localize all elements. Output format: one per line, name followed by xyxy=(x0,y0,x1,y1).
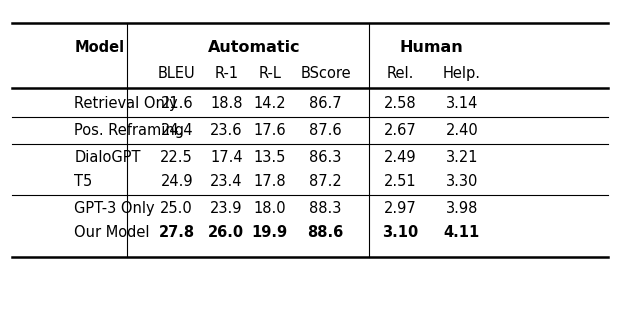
Text: BLEU: BLEU xyxy=(158,66,195,81)
Text: 86.3: 86.3 xyxy=(309,150,342,165)
Text: Our Model: Our Model xyxy=(74,225,150,240)
Text: 2.58: 2.58 xyxy=(384,96,416,111)
Text: 17.4: 17.4 xyxy=(210,150,242,165)
Text: 23.6: 23.6 xyxy=(210,123,242,138)
Text: 3.21: 3.21 xyxy=(446,150,478,165)
Text: 88.3: 88.3 xyxy=(309,201,342,216)
Text: 2.97: 2.97 xyxy=(384,201,416,216)
Text: 24.4: 24.4 xyxy=(161,123,193,138)
Text: 2.67: 2.67 xyxy=(384,123,416,138)
Text: 2.51: 2.51 xyxy=(384,174,416,189)
Text: 4.11: 4.11 xyxy=(444,225,480,240)
Text: 13.5: 13.5 xyxy=(254,150,286,165)
Text: 3.10: 3.10 xyxy=(382,225,418,240)
Text: 88.6: 88.6 xyxy=(308,225,343,240)
Text: 23.4: 23.4 xyxy=(210,174,242,189)
Text: 18.0: 18.0 xyxy=(254,201,286,216)
Text: 87.6: 87.6 xyxy=(309,123,342,138)
Text: 21.6: 21.6 xyxy=(161,96,193,111)
Text: 24.9: 24.9 xyxy=(161,174,193,189)
Text: 2.40: 2.40 xyxy=(446,123,478,138)
Text: 26.0: 26.0 xyxy=(208,225,244,240)
Text: Model: Model xyxy=(74,40,125,55)
Text: 27.8: 27.8 xyxy=(159,225,195,240)
Text: GPT-3 Only: GPT-3 Only xyxy=(74,201,155,216)
Text: 22.5: 22.5 xyxy=(161,150,193,165)
Text: 14.2: 14.2 xyxy=(254,96,286,111)
Text: Rel.: Rel. xyxy=(386,66,414,81)
Text: Automatic: Automatic xyxy=(208,40,301,55)
Text: Pos. Reframing: Pos. Reframing xyxy=(74,123,184,138)
Text: 3.14: 3.14 xyxy=(446,96,478,111)
Text: T5: T5 xyxy=(74,174,92,189)
Text: 2.49: 2.49 xyxy=(384,150,416,165)
Text: 3.30: 3.30 xyxy=(446,174,478,189)
Text: Help.: Help. xyxy=(443,66,481,81)
Text: Human: Human xyxy=(399,40,463,55)
Text: 87.2: 87.2 xyxy=(309,174,342,189)
Text: 23.9: 23.9 xyxy=(210,201,242,216)
Text: Retrieval Only: Retrieval Only xyxy=(74,96,178,111)
Text: 3.98: 3.98 xyxy=(446,201,478,216)
Text: 25.0: 25.0 xyxy=(161,201,193,216)
Text: 17.6: 17.6 xyxy=(254,123,286,138)
Text: 18.8: 18.8 xyxy=(210,96,242,111)
Text: R-L: R-L xyxy=(259,66,281,81)
Text: DialoGPT: DialoGPT xyxy=(74,150,141,165)
Text: 19.9: 19.9 xyxy=(252,225,288,240)
Text: R-1: R-1 xyxy=(215,66,238,81)
Text: 86.7: 86.7 xyxy=(309,96,342,111)
Text: 17.8: 17.8 xyxy=(254,174,286,189)
Text: BScore: BScore xyxy=(300,66,351,81)
